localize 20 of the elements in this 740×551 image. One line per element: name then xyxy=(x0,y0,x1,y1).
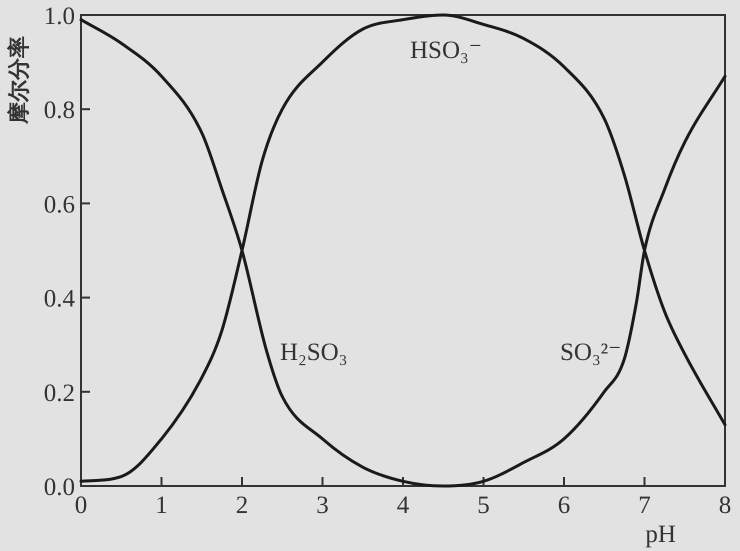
y-axis-title: 摩尔分率 xyxy=(6,36,31,125)
x-tick-label: 8 xyxy=(718,492,732,519)
y-tick-label: 1.0 xyxy=(44,3,75,30)
x-tick-label: 2 xyxy=(236,492,248,519)
y-tick-label: 0.0 xyxy=(44,474,75,501)
y-tick-label: 0.4 xyxy=(44,286,76,313)
x-tick-label: 6 xyxy=(558,492,570,519)
y-tick-label: 0.6 xyxy=(44,191,75,218)
annotation: HSO₃⁻ xyxy=(410,37,482,64)
y-tick-label: 0.2 xyxy=(44,380,75,407)
x-tick-label: 7 xyxy=(638,492,651,519)
x-tick-label: 0 xyxy=(74,492,88,519)
x-axis-title: pH xyxy=(645,521,676,548)
x-tick-label: 5 xyxy=(477,492,490,519)
annotation: H₂SO₃ xyxy=(280,339,348,366)
x-tick-label: 4 xyxy=(396,492,410,519)
y-tick-label: 0.8 xyxy=(44,97,75,124)
x-tick-label: 3 xyxy=(316,492,329,519)
annotation: SO₃²⁻ xyxy=(560,339,622,366)
x-tick-label: 1 xyxy=(155,492,168,519)
